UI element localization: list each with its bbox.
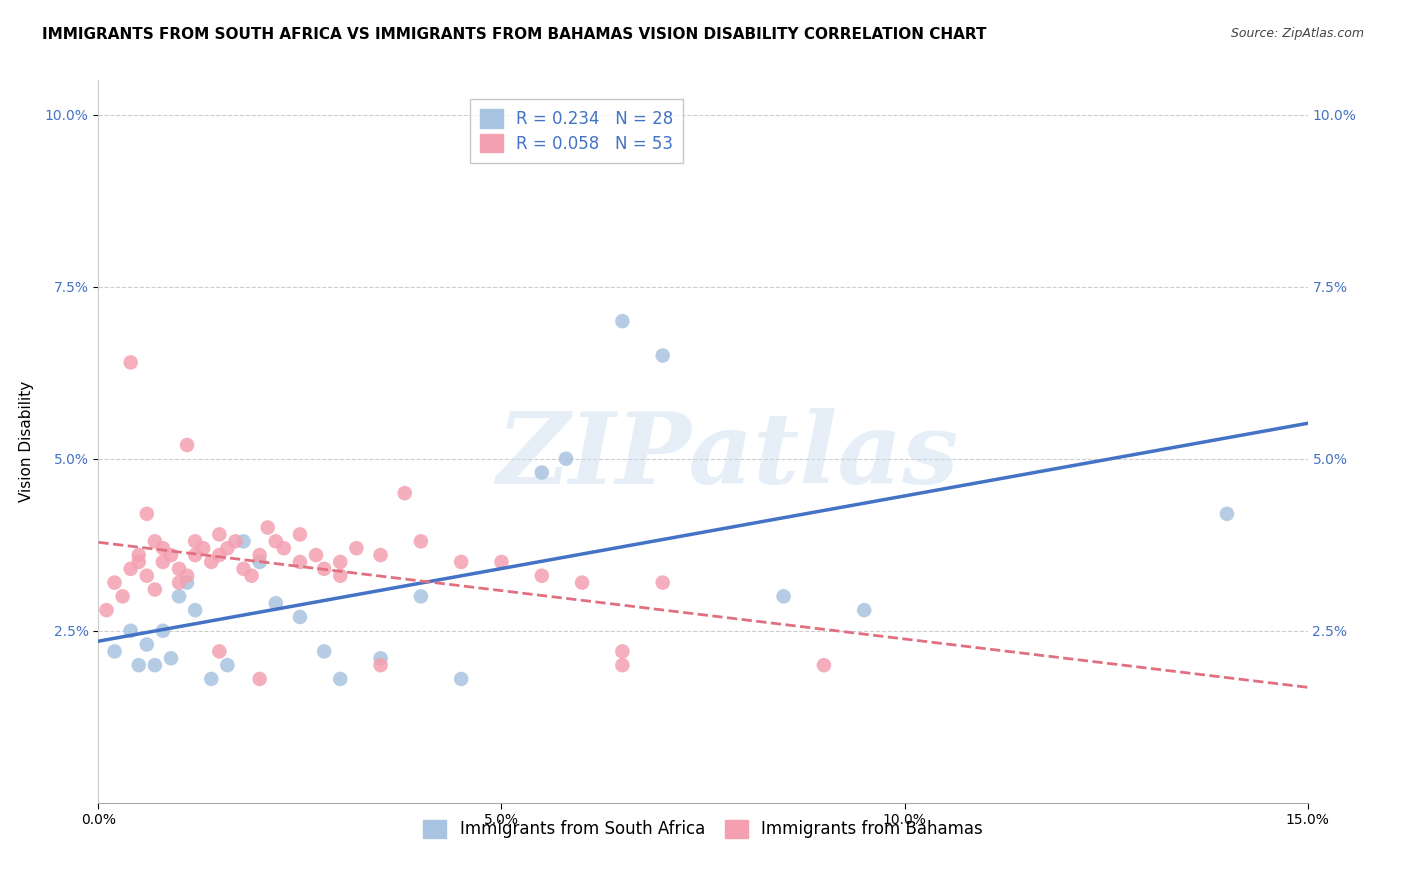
Text: IMMIGRANTS FROM SOUTH AFRICA VS IMMIGRANTS FROM BAHAMAS VISION DISABILITY CORREL: IMMIGRANTS FROM SOUTH AFRICA VS IMMIGRAN… <box>42 27 987 42</box>
Point <box>813 658 835 673</box>
Legend: Immigrants from South Africa, Immigrants from Bahamas: Immigrants from South Africa, Immigrants… <box>416 813 990 845</box>
Point <box>288 527 311 541</box>
Point <box>208 644 231 658</box>
Point <box>176 568 198 582</box>
Point <box>314 562 336 576</box>
Point <box>370 548 392 562</box>
Point <box>555 451 578 466</box>
Point <box>256 520 278 534</box>
Point <box>217 541 239 556</box>
Point <box>217 658 239 673</box>
Point <box>128 658 150 673</box>
Point <box>651 349 673 363</box>
Point <box>530 568 553 582</box>
Point <box>772 590 794 604</box>
Point <box>143 658 166 673</box>
Point <box>530 466 553 480</box>
Point <box>273 541 295 556</box>
Point <box>329 555 352 569</box>
Point <box>612 644 634 658</box>
Point <box>120 355 142 369</box>
Point <box>232 562 254 576</box>
Point <box>184 534 207 549</box>
Point <box>176 438 198 452</box>
Point <box>184 603 207 617</box>
Point <box>288 555 311 569</box>
Point <box>128 548 150 562</box>
Point <box>264 534 287 549</box>
Point <box>193 541 215 556</box>
Point <box>264 596 287 610</box>
Point <box>450 672 472 686</box>
Point <box>184 548 207 562</box>
Point <box>208 527 231 541</box>
Point <box>571 575 593 590</box>
Point <box>370 658 392 673</box>
Point <box>651 575 673 590</box>
Point <box>143 534 166 549</box>
Point <box>111 590 134 604</box>
Point <box>314 644 336 658</box>
Point <box>152 624 174 638</box>
Point <box>305 548 328 562</box>
Point <box>103 575 125 590</box>
Point <box>1216 507 1239 521</box>
Point <box>394 486 416 500</box>
Point <box>450 555 472 569</box>
Point <box>120 624 142 638</box>
Point <box>612 314 634 328</box>
Point <box>409 534 432 549</box>
Text: Source: ZipAtlas.com: Source: ZipAtlas.com <box>1230 27 1364 40</box>
Point <box>200 555 222 569</box>
Point <box>329 672 352 686</box>
Point <box>120 562 142 576</box>
Point <box>176 575 198 590</box>
Point <box>249 555 271 569</box>
Point <box>152 555 174 569</box>
Point <box>232 534 254 549</box>
Point <box>240 568 263 582</box>
Point <box>370 651 392 665</box>
Point <box>128 555 150 569</box>
Point <box>288 610 311 624</box>
Point <box>409 590 432 604</box>
Point <box>152 541 174 556</box>
Point <box>491 555 513 569</box>
Point <box>208 548 231 562</box>
Point <box>167 575 190 590</box>
Point <box>135 638 157 652</box>
Text: ZIPatlas: ZIPatlas <box>496 408 959 504</box>
Point <box>224 534 246 549</box>
Point <box>103 644 125 658</box>
Point <box>249 548 271 562</box>
Point <box>344 541 367 556</box>
Point <box>160 651 183 665</box>
Point <box>160 548 183 562</box>
Point <box>143 582 166 597</box>
Point <box>167 590 190 604</box>
Point <box>249 672 271 686</box>
Point <box>329 568 352 582</box>
Point <box>167 562 190 576</box>
Point <box>135 568 157 582</box>
Point <box>853 603 876 617</box>
Y-axis label: Vision Disability: Vision Disability <box>18 381 34 502</box>
Point <box>200 672 222 686</box>
Point <box>96 603 118 617</box>
Point <box>612 658 634 673</box>
Point <box>135 507 157 521</box>
